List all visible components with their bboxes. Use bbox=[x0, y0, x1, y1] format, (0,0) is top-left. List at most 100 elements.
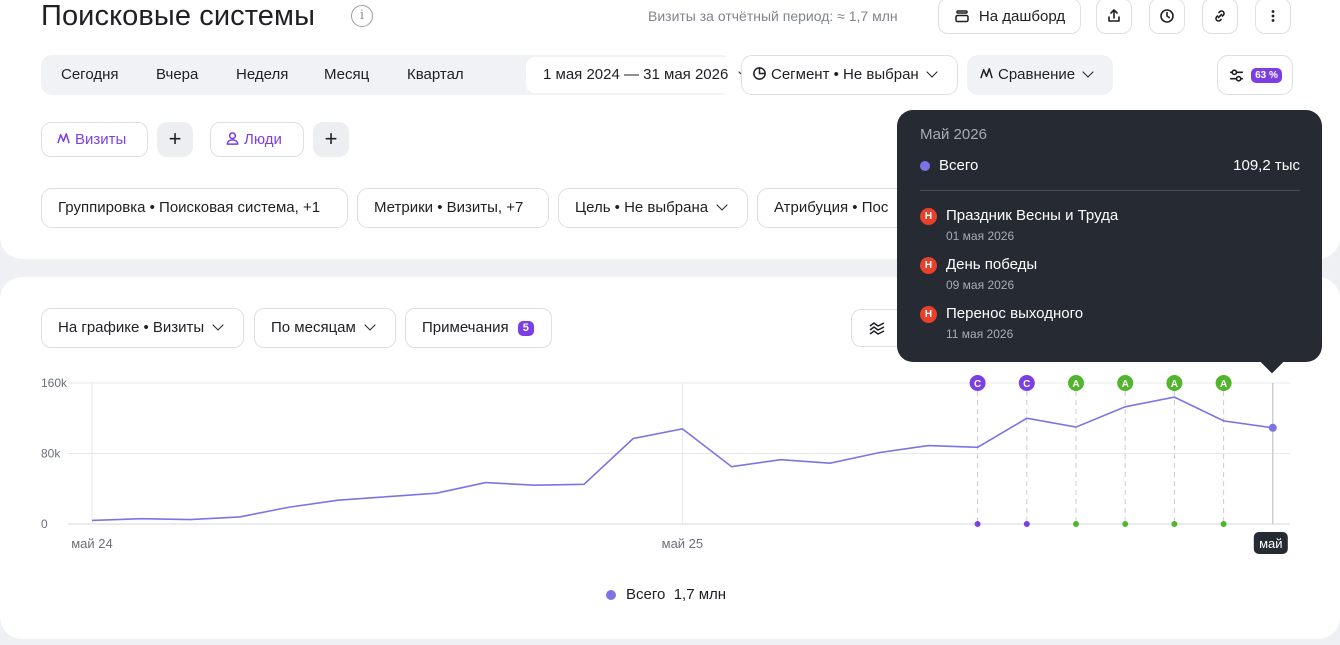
history-button[interactable] bbox=[1149, 0, 1185, 34]
chart-grid bbox=[68, 382, 1290, 525]
plus-icon: + bbox=[324, 126, 338, 151]
clock-icon bbox=[1160, 9, 1174, 23]
holiday-badge: Н bbox=[920, 257, 937, 274]
metric-visits-chip[interactable]: Визиты bbox=[41, 122, 148, 157]
legend-item[interactable]: Всего 1,7 млн bbox=[626, 586, 726, 603]
chevron-down-icon bbox=[212, 319, 224, 331]
tooltip-series-name: Всего bbox=[939, 157, 979, 174]
compare-label: Сравнение bbox=[998, 66, 1076, 83]
chart-type-button[interactable] bbox=[851, 309, 901, 347]
visits-line-chart: 0 80k 160k C C A A A A май 24 май 25 май bbox=[41, 375, 1290, 554]
holiday-name: День победы bbox=[946, 256, 1038, 273]
link-icon bbox=[1215, 10, 1225, 22]
segment-label: Сегмент • Не выбран bbox=[771, 66, 919, 83]
tooltip-series-value: 109,2 тыс bbox=[1233, 157, 1300, 174]
metric-visits-label: Визиты bbox=[75, 131, 127, 148]
legend-series-name: Всего bbox=[626, 586, 666, 603]
dashboard-icon bbox=[955, 10, 969, 23]
goal-label: Цель • Не выбрана bbox=[575, 199, 709, 216]
note-marker-label: A bbox=[1220, 379, 1227, 390]
note-marker bbox=[1166, 375, 1183, 391]
y-tick-label: 160k bbox=[41, 376, 68, 390]
y-axis-labels: 0 80k 160k bbox=[41, 376, 68, 531]
holiday-date: 09 мая 2026 bbox=[946, 278, 1015, 292]
note-marker-label: C bbox=[1023, 379, 1030, 390]
tooltip-month: Май 2026 bbox=[920, 126, 987, 143]
chevron-down-icon bbox=[1082, 66, 1094, 78]
note-baseline-dot bbox=[1023, 521, 1030, 527]
period-tab-week[interactable]: Неделя bbox=[236, 66, 289, 83]
metric-people-chip[interactable]: Люди bbox=[210, 122, 304, 157]
period-selector: Сегодня Вчера Неделя Месяц Квартал 1 мая… bbox=[41, 55, 770, 95]
more-button[interactable] bbox=[1255, 0, 1291, 34]
note-marker bbox=[1018, 375, 1035, 391]
series-points bbox=[1268, 423, 1277, 432]
series-line-total bbox=[91, 396, 1273, 522]
x-tick-highlight bbox=[1253, 532, 1288, 554]
holiday-badge: Н bbox=[920, 306, 937, 323]
metric-people-label: Люди bbox=[244, 131, 282, 148]
segment-dropdown[interactable]: Сегмент • Не выбран bbox=[741, 55, 958, 95]
y-tick-label: 80k bbox=[41, 447, 61, 461]
grouping-button[interactable]: Группировка • Поисковая система, +1 bbox=[41, 188, 348, 228]
attribution-dropdown[interactable]: Атрибуция • Пос bbox=[757, 188, 917, 228]
period-tab-today[interactable]: Сегодня bbox=[61, 66, 119, 83]
series-point-hovered bbox=[1268, 423, 1277, 432]
granularity-dropdown[interactable]: По месяцам bbox=[254, 308, 396, 348]
share-icon bbox=[1108, 9, 1120, 22]
note-baseline-dot bbox=[1171, 521, 1178, 527]
compare-icon bbox=[980, 68, 993, 79]
metrics-button[interactable]: Метрики • Визиты, +7 bbox=[357, 188, 549, 228]
visits-total: Визиты за отчётный период: ≈ 1,7 млн bbox=[648, 8, 898, 24]
more-vertical-icon bbox=[1271, 10, 1275, 22]
period-tab-quarter[interactable]: Квартал bbox=[407, 66, 464, 83]
chart-tooltip: Май 2026 Всего 109,2 тыс Н Праздник Весн… bbox=[897, 110, 1322, 362]
note-marker-label: C bbox=[974, 379, 981, 390]
note-marker bbox=[969, 375, 986, 391]
copy-link-button[interactable] bbox=[1202, 0, 1238, 34]
tooltip-divider bbox=[920, 190, 1300, 191]
note-baseline-dot bbox=[1122, 521, 1129, 527]
area-chart-icon bbox=[869, 322, 884, 335]
x-tick-label: май bbox=[1259, 536, 1282, 551]
holiday-badge: Н bbox=[920, 208, 937, 225]
legend-dot bbox=[606, 590, 616, 600]
chevron-down-icon bbox=[716, 199, 728, 211]
granularity-label: По месяцам bbox=[271, 319, 356, 336]
goal-dropdown[interactable]: Цель • Не выбрана bbox=[558, 188, 748, 228]
date-range-dropdown[interactable]: 1 мая 2024 — 31 мая 2026 bbox=[526, 57, 770, 93]
note-marker-label: A bbox=[1122, 379, 1129, 390]
note-baseline-dot bbox=[1073, 521, 1079, 527]
note-marker-label: A bbox=[1072, 379, 1079, 390]
notes-label: Примечания bbox=[422, 319, 509, 336]
sampling-button[interactable]: 63 % bbox=[1217, 55, 1293, 95]
holiday-date: 01 мая 2026 bbox=[946, 229, 1015, 243]
pie-chart-icon bbox=[753, 67, 766, 80]
chart-metric-dropdown[interactable]: На графике • Визиты bbox=[41, 308, 244, 348]
chevron-down-icon bbox=[364, 319, 376, 331]
holiday-date: 11 мая 2026 bbox=[946, 327, 1014, 341]
x-axis-labels: май 24 май 25 май bbox=[71, 532, 1288, 554]
add-people-metric-button[interactable]: + bbox=[313, 122, 349, 157]
compare-dropdown[interactable]: Сравнение bbox=[967, 55, 1113, 95]
share-button[interactable] bbox=[1096, 0, 1132, 34]
settings-sliders-icon bbox=[1230, 68, 1243, 82]
person-icon bbox=[226, 132, 239, 145]
compare-icon bbox=[57, 133, 70, 144]
info-icon[interactable]: i bbox=[351, 5, 373, 27]
chevron-down-icon bbox=[926, 66, 938, 78]
note-baseline-dot bbox=[974, 521, 981, 527]
add-metric-button[interactable]: + bbox=[157, 122, 193, 157]
page-title: Поисковые системы bbox=[41, 0, 316, 32]
plus-icon: + bbox=[168, 126, 182, 151]
x-tick-label: май 25 bbox=[662, 536, 704, 551]
period-tab-month[interactable]: Месяц bbox=[324, 66, 370, 83]
y-tick-label: 0 bbox=[41, 517, 48, 531]
period-tab-yesterday[interactable]: Вчера bbox=[156, 66, 199, 83]
to-dashboard-button[interactable]: На дашборд bbox=[938, 0, 1081, 34]
to-dashboard-label: На дашборд bbox=[978, 7, 1066, 25]
note-marker bbox=[1117, 375, 1134, 391]
notes-button[interactable]: Примечания 5 bbox=[405, 308, 552, 348]
holiday-name: Перенос выходного bbox=[946, 305, 1084, 322]
